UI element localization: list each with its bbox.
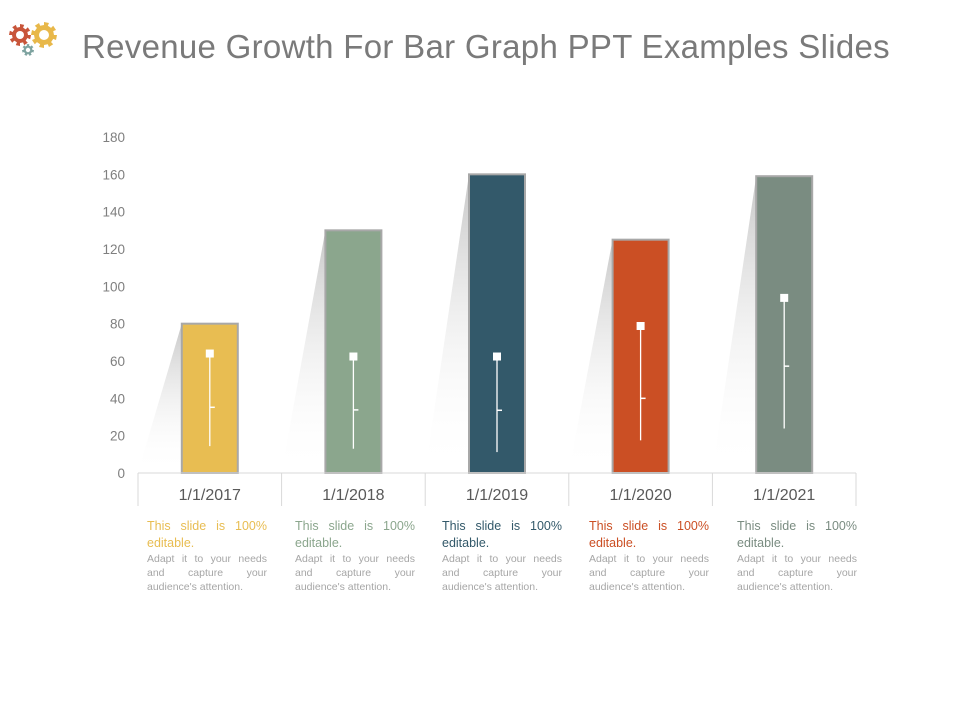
x-tick-label: 1/1/2019	[466, 487, 528, 504]
slide-header: Revenue Growth For Bar Graph PPT Example…	[8, 12, 952, 65]
bar-shadow	[712, 176, 757, 473]
description-headline: This slide is 100% editable.	[295, 519, 415, 550]
description-body: Adapt it to your needs and capture your …	[589, 553, 709, 593]
bar-shadow	[137, 323, 182, 473]
description-block: This slide is 100% editable. Adapt it to …	[737, 518, 857, 594]
bar-shadow	[568, 239, 613, 473]
y-tick-label: 120	[102, 242, 125, 257]
gear-gold-icon	[31, 22, 57, 48]
y-tick-label: 80	[110, 317, 125, 332]
description-block: This slide is 100% editable. Adapt it to …	[442, 518, 562, 594]
gear-teal-icon	[22, 44, 34, 56]
description-headline: This slide is 100% editable.	[589, 519, 709, 550]
bar-shadow	[425, 174, 469, 474]
y-tick-label: 40	[110, 391, 125, 406]
y-tick-label: 160	[102, 167, 125, 182]
description-headline: This slide is 100% editable.	[442, 519, 562, 550]
description-body: Adapt it to your needs and capture your …	[737, 553, 857, 593]
description-block: This slide is 100% editable. Adapt it to …	[589, 518, 709, 594]
x-tick-label: 1/1/2017	[179, 487, 241, 504]
x-tick-label: 1/1/2021	[753, 487, 815, 504]
y-tick-label: 20	[110, 429, 125, 444]
slide-title: Revenue Growth For Bar Graph PPT Example…	[82, 28, 890, 65]
description-body: Adapt it to your needs and capture your …	[147, 553, 267, 593]
description-block: This slide is 100% editable. Adapt it to …	[147, 518, 267, 594]
y-tick-label: 140	[102, 205, 125, 220]
gears-icon	[9, 22, 57, 56]
y-tick-label: 60	[110, 354, 125, 369]
y-tick-label: 0	[117, 466, 125, 481]
description-headline: This slide is 100% editable.	[147, 519, 267, 550]
gear-red-icon	[9, 24, 31, 46]
x-tick-label: 1/1/2018	[322, 487, 384, 504]
description-body: Adapt it to your needs and capture your …	[295, 553, 415, 593]
bar-shadow	[281, 230, 326, 473]
y-tick-label: 180	[102, 130, 125, 145]
x-tick-label: 1/1/2020	[609, 487, 671, 504]
description-body: Adapt it to your needs and capture your …	[442, 553, 562, 593]
description-block: This slide is 100% editable. Adapt it to …	[295, 518, 415, 594]
y-tick-label: 100	[102, 279, 125, 294]
description-headline: This slide is 100% editable.	[737, 519, 857, 550]
